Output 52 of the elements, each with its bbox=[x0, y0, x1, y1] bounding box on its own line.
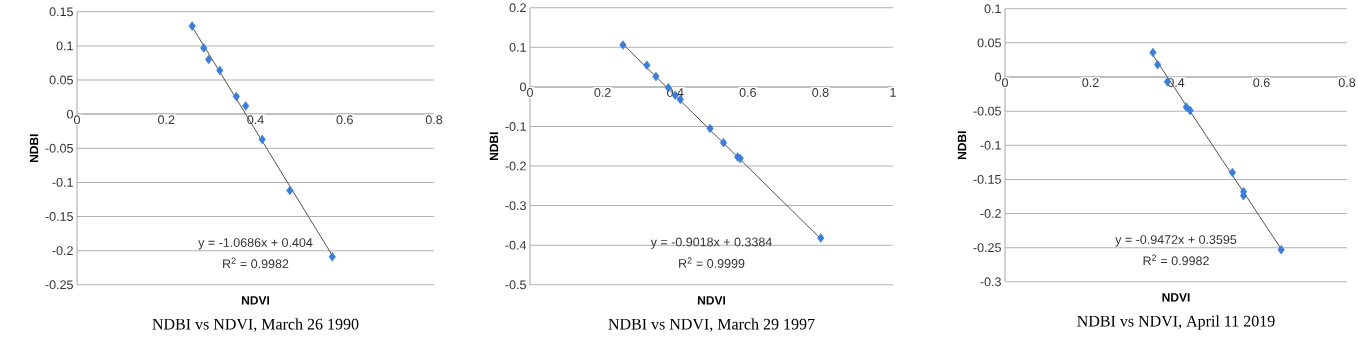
y-tick-label: -0.1 bbox=[505, 122, 526, 132]
x-axis-title: NDVI bbox=[1162, 293, 1190, 302]
y-tick-label: -0.15 bbox=[973, 175, 1001, 184]
y-tick-label: -0.3 bbox=[980, 277, 1001, 287]
y-tick-label: 0.15 bbox=[49, 7, 73, 17]
x-tick-label: 0.8 bbox=[812, 88, 829, 98]
y-tick-label: -0.4 bbox=[505, 240, 527, 250]
x-tick-label: 0 bbox=[74, 115, 80, 125]
y-tick-label: -0.1 bbox=[980, 140, 1001, 150]
y-tick-label: -0.05 bbox=[973, 106, 1001, 116]
y-tick-label: -0.25 bbox=[973, 243, 1001, 253]
y-tick-label: 0.2 bbox=[509, 3, 526, 13]
y-tick-label: -0.2 bbox=[980, 209, 1001, 219]
x-tick-label: 0.2 bbox=[1082, 78, 1099, 88]
y-tick-label: -0.3 bbox=[505, 201, 526, 211]
x-axis-title: NDVI bbox=[241, 296, 270, 305]
y-tick-label: -0.25 bbox=[45, 280, 73, 290]
y-tick-label: 0.05 bbox=[977, 38, 1001, 48]
x-tick-label: 1 bbox=[890, 88, 896, 97]
y-tick-label: -0.1 bbox=[52, 178, 73, 187]
x-axis-title: NDVI bbox=[697, 296, 726, 305]
text: NDBI vs NDVI, March 29 1997 bbox=[608, 318, 815, 332]
x-tick-label: 0.6 bbox=[336, 115, 353, 125]
x-tick-label: 0 bbox=[1002, 78, 1008, 88]
x-tick-label: 0 bbox=[527, 88, 533, 98]
y-tick-label: 0.1 bbox=[984, 4, 1001, 14]
x-tick-label: 0.6 bbox=[739, 88, 756, 98]
annotation: y = -0.9018x + 0.3384 bbox=[650, 237, 772, 249]
text: NDBI vs NDVI, April 11 2019 bbox=[1077, 315, 1275, 330]
annotation: R$^{2}$ = 0.9999 bbox=[679, 257, 745, 269]
y-tick-label: 0.05 bbox=[49, 75, 73, 85]
annotation: R$^{2}$ = 0.9982 bbox=[1143, 254, 1209, 266]
y-axis-title: NDBI bbox=[489, 132, 499, 161]
y-tick-label: 0.1 bbox=[509, 43, 526, 52]
y-tick-label: -0.2 bbox=[52, 246, 73, 256]
text: NDBI vs NDVI, March 26 1990 bbox=[152, 318, 359, 332]
y-tick-label: -0.15 bbox=[45, 212, 73, 222]
y-tick-label: -0.05 bbox=[45, 143, 73, 153]
x-tick-label: 0.8 bbox=[425, 115, 443, 125]
x-tick-label: 0.2 bbox=[158, 115, 175, 125]
x-tick-label: 0.2 bbox=[594, 88, 611, 98]
x-tick-label: 0.8 bbox=[1338, 78, 1356, 88]
x-tick-label: 0.6 bbox=[1253, 78, 1270, 88]
y-tick-label: 0.1 bbox=[56, 41, 73, 51]
y-axis-title: NDBI bbox=[957, 131, 967, 160]
annotation: R$^{2}$ = 0.9982 bbox=[223, 257, 289, 269]
y-tick-label: -0.5 bbox=[505, 280, 526, 290]
x-tick-label: 0.4 bbox=[247, 115, 264, 125]
y-tick-label: -0.2 bbox=[505, 161, 526, 171]
y-axis-title: NDBI bbox=[29, 134, 39, 163]
annotation: y = -0.9472x + 0.3595 bbox=[1115, 235, 1237, 247]
annotation: y = -1.0686x + 0.404 bbox=[198, 238, 313, 250]
